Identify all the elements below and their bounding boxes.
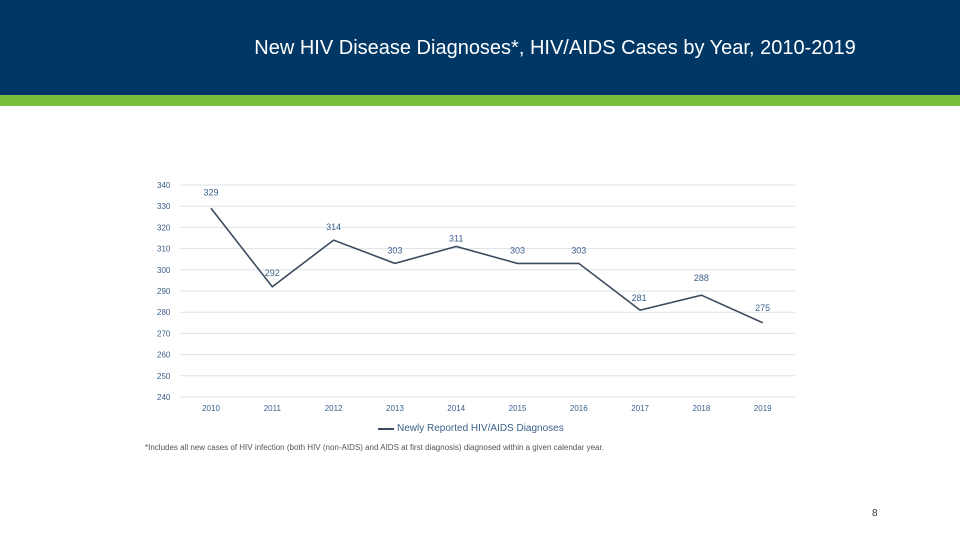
- data-label: 275: [755, 303, 770, 313]
- y-tick-label: 240: [157, 393, 171, 402]
- x-axis-ticks: 2010 2011 2012 2013 2014 2015 2016 2017 2018 2019: [202, 404, 772, 413]
- accent-stripe: [0, 95, 960, 106]
- y-tick-label: 250: [157, 372, 171, 381]
- y-tick-label: 340: [157, 181, 171, 190]
- data-label: 288: [694, 273, 709, 283]
- legend-line-marker: [378, 427, 394, 430]
- data-label: 303: [510, 245, 525, 255]
- data-label: 329: [203, 187, 218, 197]
- y-tick-label: 260: [157, 351, 171, 360]
- data-labels: 329 292 314 303 311 303 303 281 288 275: [203, 187, 770, 312]
- title-bar: New HIV Disease Diagnoses*, HIV/AIDS Cas…: [0, 0, 960, 95]
- data-label: 303: [571, 245, 586, 255]
- x-tick-label: 2010: [202, 404, 220, 413]
- x-tick-label: 2014: [447, 404, 465, 413]
- y-tick-label: 320: [157, 223, 171, 232]
- y-tick-label: 310: [157, 245, 171, 254]
- x-tick-label: 2015: [509, 404, 527, 413]
- x-tick-label: 2012: [325, 404, 343, 413]
- y-tick-label: 290: [157, 287, 171, 296]
- y-tick-label: 280: [157, 308, 171, 317]
- y-tick-label: 270: [157, 329, 171, 338]
- x-tick-label: 2019: [754, 404, 772, 413]
- data-label: 292: [265, 268, 280, 278]
- page-number: 8: [872, 508, 878, 519]
- slide-title: New HIV Disease Diagnoses*, HIV/AIDS Cas…: [254, 37, 856, 59]
- series-line: [210, 207, 764, 324]
- footnote: *Includes all new cases of HIV infection…: [145, 443, 604, 452]
- x-tick-label: 2011: [264, 404, 282, 413]
- y-tick-label: 300: [157, 266, 171, 275]
- data-label: 311: [449, 233, 463, 243]
- x-tick-label: 2013: [386, 404, 404, 413]
- y-axis-ticks: 240 250 260 270 280 290 300 310 320 330 340: [157, 181, 171, 402]
- x-tick-label: 2018: [693, 404, 711, 413]
- data-label: 303: [387, 245, 402, 255]
- data-label: 314: [326, 222, 341, 232]
- data-label: 281: [632, 293, 647, 303]
- x-tick-label: 2017: [631, 404, 649, 413]
- chart-legend: Newly Reported HIV/AIDS Diagnoses: [378, 423, 564, 434]
- y-tick-label: 330: [157, 202, 171, 211]
- x-tick-label: 2016: [570, 404, 588, 413]
- grid-lines: [180, 184, 795, 398]
- legend-label: Newly Reported HIV/AIDS Diagnoses: [397, 423, 564, 434]
